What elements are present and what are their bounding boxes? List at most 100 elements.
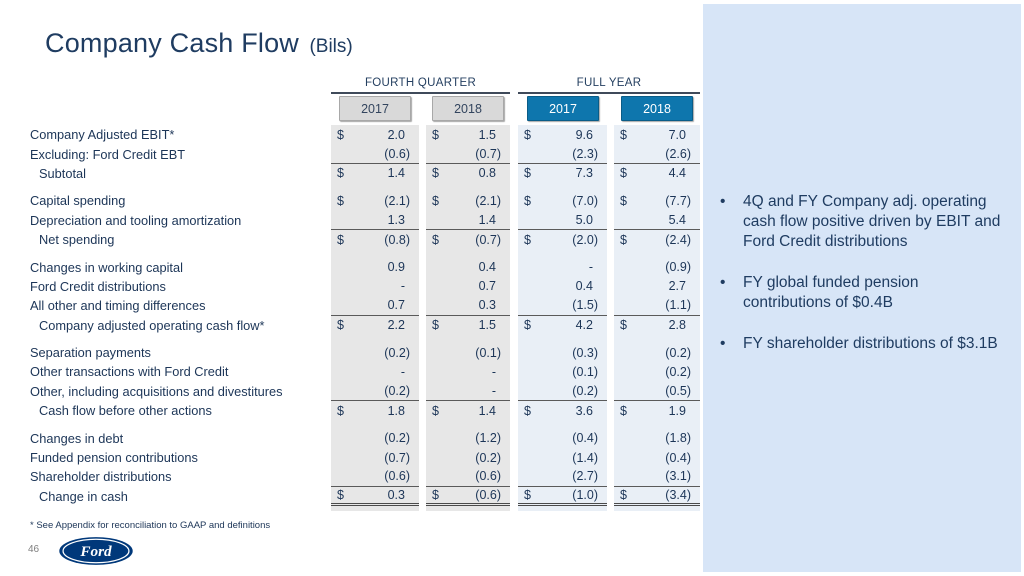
- cell-value: (3.4): [665, 487, 691, 502]
- cell-value: 2.2: [387, 318, 405, 333]
- dollar-sign: $: [337, 487, 344, 502]
- cell-value: (0.1): [475, 345, 501, 360]
- value-cell: 0.7: [331, 296, 419, 316]
- table-row: Changes in working capital 0.9 0.4 - (0.9): [30, 257, 700, 276]
- cell-value: (0.2): [384, 383, 410, 398]
- dollar-sign: $: [620, 232, 627, 247]
- cell-value: 7.0: [668, 127, 686, 142]
- cell-value: (2.4): [665, 232, 691, 247]
- page-title: Company Cash Flow (Bils): [45, 28, 353, 59]
- dollar-sign: $: [432, 166, 439, 181]
- value-cell: (0.5): [614, 382, 700, 402]
- dollar-sign: $: [524, 318, 531, 333]
- column-bg-fy-2017: [518, 125, 607, 511]
- cell-value: (0.8): [384, 232, 410, 247]
- table-row: Company Adjusted EBIT* $2.0 $1.5 $9.6 $7.0: [30, 125, 700, 144]
- value-cell: $7.0: [614, 125, 700, 144]
- ford-logo: Ford: [59, 537, 133, 565]
- value-cell: (2.6): [614, 144, 700, 164]
- dollar-sign: $: [337, 318, 344, 333]
- dollar-sign: $: [620, 127, 627, 142]
- cell-value: (2.7): [572, 469, 598, 484]
- value-cell: (1.2): [426, 428, 510, 447]
- year-header-fy-2017: 2017: [527, 96, 599, 121]
- dollar-sign: $: [432, 127, 439, 142]
- row-label: Cash flow before other actions: [39, 403, 212, 419]
- row-label: Funded pension contributions: [30, 450, 198, 466]
- table-row: Other transactions with Ford Credit - - (0.…: [30, 362, 700, 381]
- value-cell: $ (0.7): [426, 230, 510, 249]
- cell-value: (0.5): [665, 383, 691, 398]
- cell-value: -: [400, 364, 405, 379]
- cell-value: -: [400, 279, 405, 294]
- value-cell: (0.7): [331, 448, 419, 467]
- cell-value: (0.7): [475, 146, 501, 161]
- cell-value: (1.8): [665, 431, 691, 446]
- value-cell: $ (7.0): [518, 191, 607, 210]
- cell-value: (0.2): [475, 450, 501, 465]
- cell-value: 1.3: [387, 212, 405, 227]
- title-units: (Bils): [309, 36, 353, 57]
- table-row: Cash flow before other actions $1.8 $1.4 $3…: [30, 401, 700, 420]
- value-cell: (0.1): [426, 343, 510, 362]
- row-label: Changes in debt: [30, 430, 124, 446]
- value-cell: (2.7): [518, 467, 607, 487]
- cell-value: 2.0: [387, 127, 405, 142]
- cell-value: (0.2): [665, 364, 691, 379]
- value-cell: $0.3: [331, 487, 419, 507]
- cell-value: 0.7: [387, 298, 405, 313]
- value-cell: $ (7.7): [614, 191, 700, 210]
- cell-value: 1.5: [478, 318, 496, 333]
- value-cell: $1.4: [331, 164, 419, 183]
- row-label: Other, including acquisitions and divest…: [30, 383, 283, 399]
- bullet-text: 4Q and FY Company adj. operating cash fl…: [743, 193, 1001, 250]
- value-cell: $9.6: [518, 125, 607, 144]
- value-cell: $1.5: [426, 316, 510, 335]
- dollar-sign: $: [432, 403, 439, 418]
- bullet-dot: •: [720, 193, 726, 210]
- footnote: * See Appendix for reconciliation to GAA…: [30, 520, 271, 531]
- dollar-sign: $: [337, 403, 344, 418]
- value-cell: $1.9: [614, 401, 700, 420]
- value-cell: (0.6): [331, 467, 419, 487]
- value-cell: (1.8): [614, 428, 700, 447]
- cell-value: 0.7: [478, 279, 496, 294]
- value-cell: (0.1): [518, 362, 607, 381]
- dollar-sign: $: [337, 232, 344, 247]
- value-cell: -: [426, 382, 510, 402]
- cell-value: (7.7): [665, 193, 691, 208]
- value-cell: -: [331, 362, 419, 381]
- dollar-sign: $: [337, 166, 344, 181]
- dollar-sign: $: [524, 193, 531, 208]
- dollar-sign: $: [432, 318, 439, 333]
- cell-value: (0.2): [384, 345, 410, 360]
- cell-value: 1.4: [387, 166, 405, 181]
- value-cell: (0.2): [331, 382, 419, 402]
- row-label: Company adjusted operating cash flow*: [39, 317, 265, 333]
- value-cell: $0.8: [426, 164, 510, 183]
- value-cell: $ (2.4): [614, 230, 700, 249]
- year-header-fq-2018: 2018: [432, 96, 504, 121]
- title-text: Company Cash Flow: [45, 28, 299, 58]
- table-row: Change in cash $0.3 $ (0.6) $ (1.0) $ (3.4): [30, 487, 700, 507]
- value-cell: 1.4: [426, 211, 510, 230]
- cell-value: 3.6: [575, 403, 593, 418]
- row-label: Company Adjusted EBIT*: [30, 127, 175, 143]
- value-cell: (3.1): [614, 467, 700, 487]
- cell-value: 0.4: [478, 260, 496, 275]
- value-cell: -: [426, 362, 510, 381]
- dollar-sign: $: [620, 403, 627, 418]
- value-cell: 5.0: [518, 211, 607, 230]
- cell-value: (1.5): [572, 298, 598, 313]
- dollar-sign: $: [337, 127, 344, 142]
- cell-value: (1.1): [665, 298, 691, 313]
- value-cell: -: [518, 257, 607, 276]
- cell-value: 0.4: [575, 279, 593, 294]
- cell-value: (2.0): [572, 232, 598, 247]
- value-cell: $4.4: [614, 164, 700, 183]
- value-cell: $ (0.6): [426, 487, 510, 507]
- cell-value: 0.9: [387, 260, 405, 275]
- dollar-sign: $: [524, 166, 531, 181]
- value-cell: (0.6): [331, 144, 419, 164]
- cell-value: (0.6): [384, 469, 410, 484]
